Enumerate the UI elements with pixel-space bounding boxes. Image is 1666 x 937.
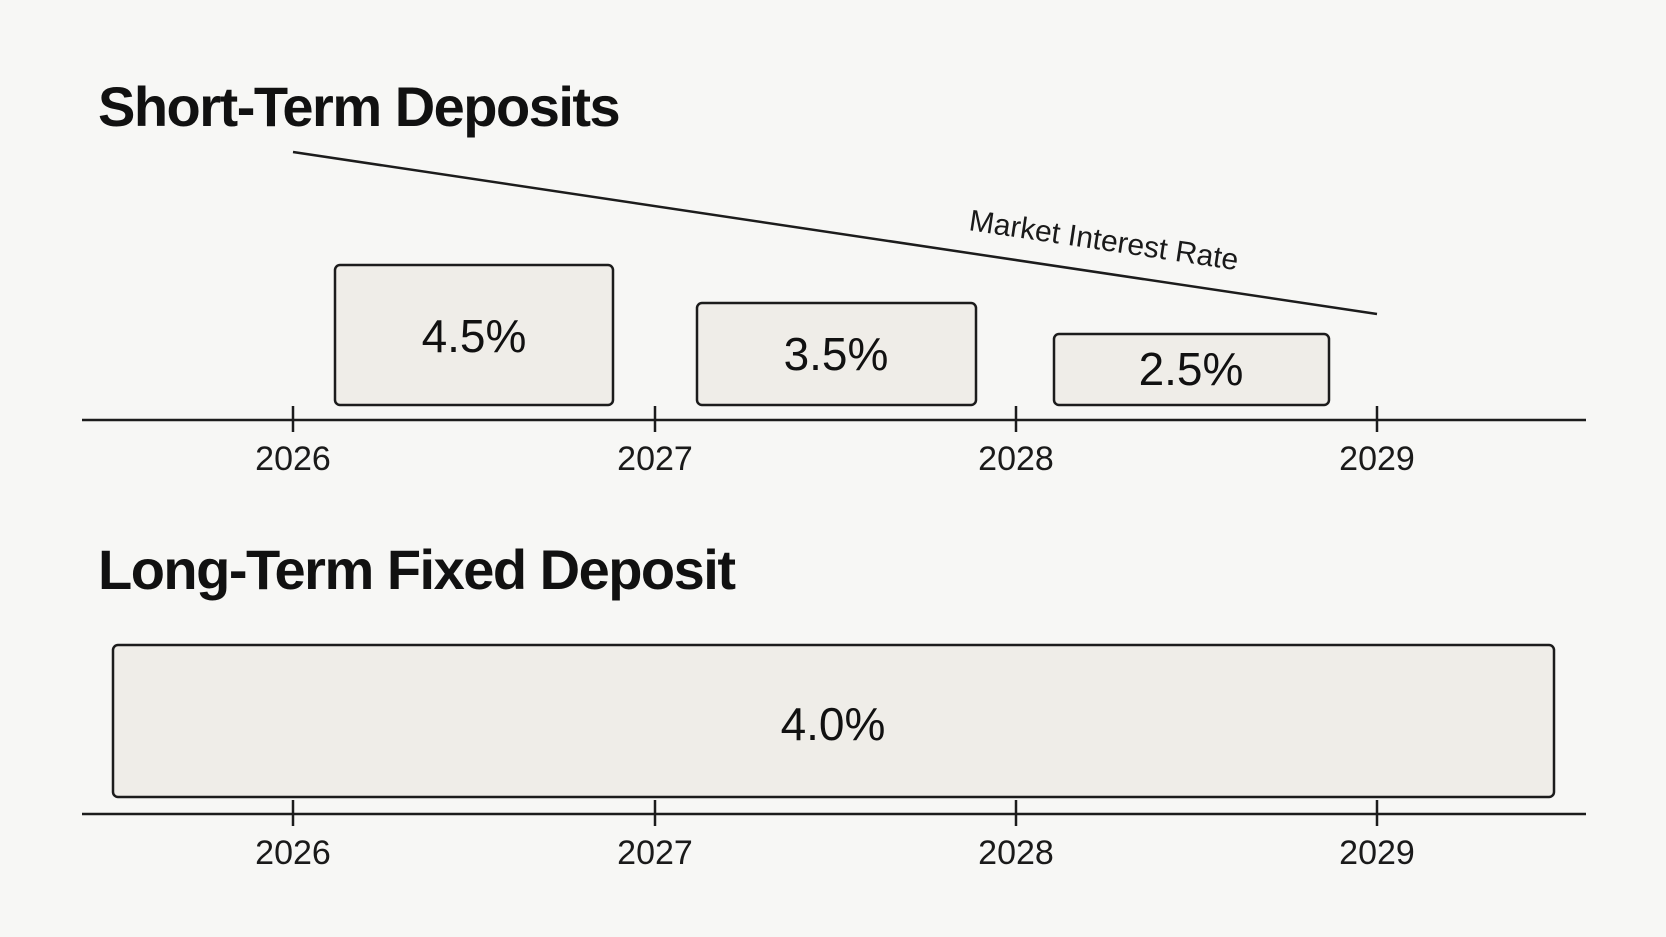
long-term-timeline: 2026 2027 2028 2029 bbox=[82, 800, 1586, 872]
deposit-box bbox=[695, 301, 978, 407]
timeline-label-2029: 2029 bbox=[1339, 440, 1415, 478]
short-term-deposit-1: 4.5% bbox=[333, 263, 615, 407]
long-term-deposit: 4.0% bbox=[111, 643, 1556, 799]
timeline-label-2026: 2026 bbox=[255, 834, 331, 872]
deposit-rate-label: 4.5% bbox=[422, 310, 527, 362]
timeline-label-2029: 2029 bbox=[1339, 834, 1415, 872]
timeline-label-2028: 2028 bbox=[978, 440, 1054, 478]
deposit-box bbox=[333, 263, 615, 407]
long-term-title: Long-Term Fixed Deposit bbox=[98, 538, 736, 601]
timeline-label-2027: 2027 bbox=[617, 440, 693, 478]
deposit-box bbox=[1052, 332, 1331, 407]
deposit-rate-label: 4.0% bbox=[781, 698, 886, 750]
market-rate-label: Market Interest Rate bbox=[967, 204, 1241, 277]
market-rate-trend-line bbox=[292, 150, 1378, 316]
short-term-timeline: 2026 2027 2028 2029 bbox=[82, 406, 1586, 478]
timeline-label-2027: 2027 bbox=[617, 834, 693, 872]
deposit-rate-label: 2.5% bbox=[1139, 343, 1244, 395]
deposit-rate-label: 3.5% bbox=[784, 328, 889, 380]
timeline-label-2026: 2026 bbox=[255, 440, 331, 478]
timeline-label-2028: 2028 bbox=[978, 834, 1054, 872]
short-term-deposit-3: 2.5% bbox=[1052, 332, 1331, 407]
short-term-title: Short-Term Deposits bbox=[98, 75, 621, 138]
deposit-box bbox=[111, 643, 1556, 799]
short-term-deposit-2: 3.5% bbox=[695, 301, 978, 407]
